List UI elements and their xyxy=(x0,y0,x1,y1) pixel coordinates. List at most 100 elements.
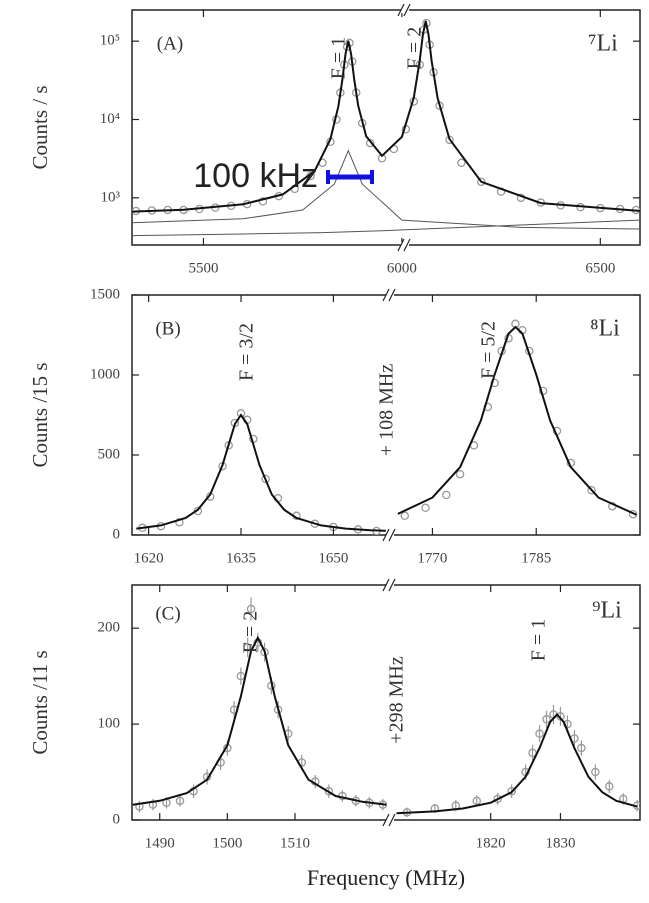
data-point xyxy=(476,177,486,187)
data-point xyxy=(421,503,430,513)
x-tick-label: 6000 xyxy=(387,260,417,276)
y-tick-label: 10⁵ xyxy=(100,33,120,49)
offset-label: + 108 MHz xyxy=(376,364,398,457)
data-point xyxy=(493,794,502,804)
axis-break xyxy=(382,813,390,827)
x-tick-label: 1500 xyxy=(212,835,242,851)
y-tick-label: 0 xyxy=(113,811,121,827)
data-point xyxy=(243,643,252,652)
data-point xyxy=(400,511,410,521)
y-axis-label: Counts /11 s xyxy=(28,650,52,754)
y-axis-label: Counts /15 s xyxy=(28,362,52,467)
x-tick-label: 6500 xyxy=(585,260,615,276)
scale-bar-label: 100 kHz xyxy=(193,157,318,195)
y-tick-label: 10³ xyxy=(101,189,121,205)
isotope-label: ⁸Li xyxy=(590,316,620,342)
peak-label: F = 3/2 xyxy=(236,323,258,381)
data-point xyxy=(175,796,185,806)
data-point xyxy=(605,782,614,791)
x-tick-label: 5500 xyxy=(188,260,218,276)
offset-label: +298 MHz xyxy=(386,656,408,744)
axis-break xyxy=(388,578,396,592)
x-tick-label: 1830 xyxy=(545,835,575,851)
x-tick-label: 1490 xyxy=(145,835,175,851)
plot-area xyxy=(132,18,640,237)
y-tick-label: 500 xyxy=(98,446,121,462)
axis-break xyxy=(382,288,390,302)
peak-label: F = 5/2 xyxy=(478,321,500,379)
axis-break-gap xyxy=(401,242,409,248)
data-point xyxy=(455,469,465,479)
axis-break xyxy=(403,3,411,17)
data-point xyxy=(591,767,600,777)
plot-area xyxy=(132,597,387,813)
x-tick-label: 1785 xyxy=(521,550,551,566)
data-point xyxy=(556,712,565,721)
data-point xyxy=(507,786,516,796)
axis-break-gap xyxy=(386,292,394,298)
x-tick-label: 1820 xyxy=(476,835,506,851)
data-point xyxy=(260,647,269,657)
panel-label: (B) xyxy=(155,318,180,339)
isotope-label: ⁷Li xyxy=(588,31,618,57)
x-tick-label: 1650 xyxy=(318,550,348,566)
plot-area xyxy=(136,409,386,535)
axis-break xyxy=(382,578,390,592)
axis-break xyxy=(403,238,411,252)
axis-break xyxy=(388,288,396,302)
data-point xyxy=(535,729,544,738)
axis-break-gap xyxy=(386,582,394,588)
peak-label: F = 2 xyxy=(240,611,262,653)
x-tick-label: 1510 xyxy=(280,835,310,851)
data-point xyxy=(457,158,466,168)
peak-label: F = 1 xyxy=(328,37,350,79)
data-point xyxy=(542,715,551,724)
isotope-label: ⁹Li xyxy=(592,598,622,624)
data-point xyxy=(324,786,334,796)
x-tick-label: 1770 xyxy=(417,550,447,566)
peak-label: F = 2 xyxy=(404,27,426,69)
data-point xyxy=(472,796,481,806)
axis-break-gap xyxy=(401,7,409,13)
axis-break xyxy=(397,238,405,252)
axis-break xyxy=(388,528,396,542)
y-tick-label: 1500 xyxy=(90,286,120,302)
axis-break-gap xyxy=(386,817,394,823)
peak-label: F = 1 xyxy=(528,619,550,661)
component-curve xyxy=(132,219,640,237)
panel-label: (A) xyxy=(157,33,183,54)
data-point xyxy=(258,197,268,206)
y-tick-label: 200 xyxy=(98,620,121,636)
y-tick-label: 1000 xyxy=(90,366,120,382)
fit-curve xyxy=(397,325,637,516)
x-tick-label: 1635 xyxy=(226,550,256,566)
fit-curve xyxy=(396,713,638,815)
y-tick-label: 0 xyxy=(113,526,121,542)
axis-break-gap xyxy=(386,532,394,538)
plot-area xyxy=(396,704,640,818)
data-point xyxy=(365,138,375,148)
data-point xyxy=(175,517,184,527)
axis-break xyxy=(397,3,405,17)
data-point xyxy=(577,743,586,753)
data-point xyxy=(587,485,596,495)
fit-curve xyxy=(136,413,386,532)
x-tick-label: 1620 xyxy=(134,550,164,566)
axis-break xyxy=(382,528,390,542)
data-point xyxy=(261,474,270,484)
data-point xyxy=(442,490,451,500)
y-axis-label: Counts / s xyxy=(28,85,52,169)
data-point xyxy=(236,409,246,418)
y-tick-label: 100 xyxy=(98,716,121,732)
axis-break xyxy=(388,813,396,827)
panel-label: (C) xyxy=(155,603,180,624)
x-axis-label: Frequency (MHz) xyxy=(307,865,465,890)
fit-curve xyxy=(132,635,387,806)
y-tick-label: 10⁴ xyxy=(100,111,120,127)
plot-frame xyxy=(131,9,641,246)
data-point xyxy=(246,604,256,614)
fit-curve xyxy=(132,20,640,213)
component-curve xyxy=(132,149,640,230)
plot-area xyxy=(397,319,638,521)
